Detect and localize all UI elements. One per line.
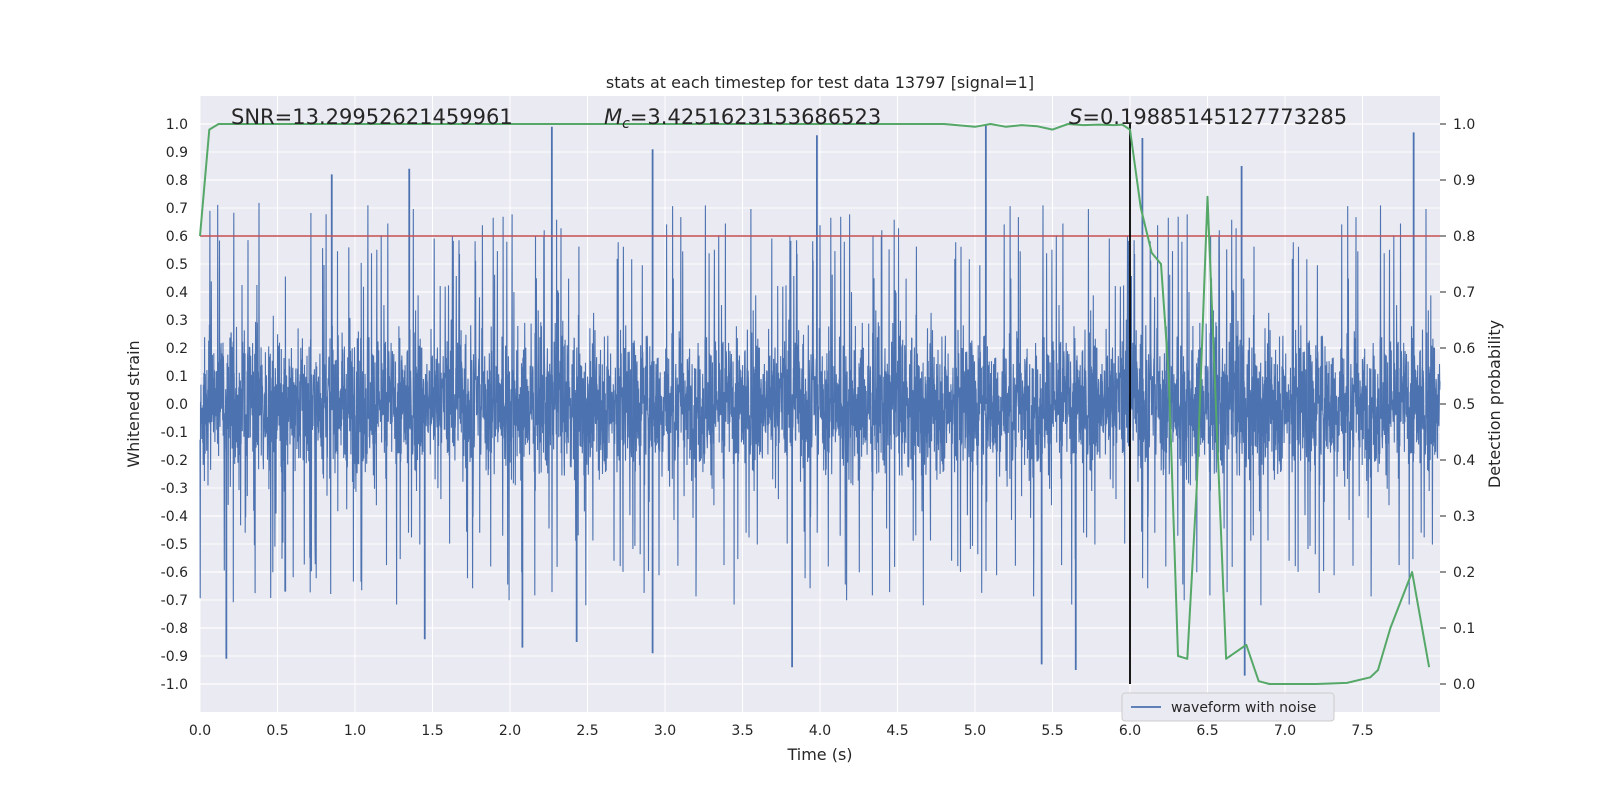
x-tick-label: 6.0 — [1119, 723, 1141, 739]
snr-annotation: SNR=13.29952621459961 — [231, 105, 513, 129]
mc-symbol: M — [604, 105, 622, 129]
legend: waveform with noise — [1121, 692, 1335, 722]
x-tick-label: 5.5 — [1041, 723, 1063, 739]
y-tick-label: -0.1 — [161, 425, 188, 441]
y-tick-label: -0.6 — [161, 565, 188, 581]
y-tick-label: -0.7 — [161, 593, 188, 609]
waveform-trace — [199, 202, 1441, 606]
y-tick-label: -0.5 — [161, 537, 188, 553]
x-tick-label: 3.5 — [731, 723, 753, 739]
x-tick-label: 5.0 — [964, 723, 986, 739]
x-tick-label: 7.5 — [1351, 723, 1373, 739]
x-tick-label: 2.0 — [499, 723, 521, 739]
y2-tick-label: 0.4 — [1453, 453, 1475, 469]
y2-tick-label: 0.7 — [1453, 285, 1475, 301]
y-tick-label: 0.4 — [166, 285, 188, 301]
y2-tick-label: 0.1 — [1453, 621, 1475, 637]
y-tick-label: -0.8 — [161, 621, 188, 637]
x-tick-label: 3.0 — [654, 723, 676, 739]
y2-tick-label: 0.0 — [1453, 677, 1475, 693]
y-tick-label: -1.0 — [161, 677, 188, 693]
y2-tick-label: 1.0 — [1453, 117, 1475, 133]
x-tick-label: 4.0 — [809, 723, 831, 739]
x-tick-label: 6.5 — [1196, 723, 1218, 739]
overlay — [199, 123, 1440, 685]
y2-axis-label: Detection probability — [1485, 320, 1504, 488]
s-value: =0.19885145127773285 — [1082, 105, 1347, 129]
y-tick-label: 0.6 — [166, 229, 188, 245]
probability-line — [199, 123, 1431, 685]
y-axis-label: Whitened strain — [124, 340, 143, 467]
y-tick-label: -0.9 — [161, 649, 188, 665]
y-tick-label: 0.1 — [166, 369, 188, 385]
s-symbol: S — [1069, 105, 1082, 129]
x-tick-label: 4.5 — [886, 723, 908, 739]
legend-box — [1121, 692, 1335, 722]
y-tick-label: 0.2 — [166, 341, 188, 357]
y-tick-label: -0.3 — [161, 481, 188, 497]
y2-tick-label: 0.9 — [1453, 173, 1475, 189]
y2-tick-label: 0.3 — [1453, 509, 1475, 525]
chart-title: stats at each timestep for test data 137… — [606, 73, 1034, 92]
y-tick-label: 0.7 — [166, 201, 188, 217]
x-tick-label: 0.0 — [189, 723, 211, 739]
y-tick-label: 0.0 — [166, 397, 188, 413]
y-tick-label: 0.9 — [166, 145, 188, 161]
x-tick-label: 1.5 — [421, 723, 443, 739]
x-axis-label: Time (s) — [786, 745, 852, 764]
x-tick-label: 1.0 — [344, 723, 366, 739]
y2-tick-label: 0.2 — [1453, 565, 1475, 581]
y-tick-label: 0.5 — [166, 257, 188, 273]
s-annotation: S=0.19885145127773285 — [1069, 105, 1347, 129]
x-tick-label: 7.0 — [1274, 723, 1296, 739]
strain-series — [199, 124, 1441, 676]
y-tick-label: -0.2 — [161, 453, 188, 469]
y-tick-label: 0.8 — [166, 173, 188, 189]
y2-tick-label: 0.8 — [1453, 229, 1475, 245]
mc-annotation: Mc=3.4251623153686523 — [604, 105, 881, 132]
y-tick-label: -0.4 — [161, 509, 188, 525]
legend-label: waveform with noise — [1171, 700, 1316, 716]
y-tick-label: 0.3 — [166, 313, 188, 329]
mc-subscript: c — [622, 116, 630, 132]
x-tick-label: 2.5 — [576, 723, 598, 739]
x-tick-label: 0.5 — [266, 723, 288, 739]
y2-tick-label: 0.5 — [1453, 397, 1475, 413]
ticks: 0.0 0.5 1.0 1.5 2.0 2.5 3.0 3.5 4.0 4.5 5.0 5.5 6.0 6… — [161, 117, 1476, 739]
y2-tick-label: 0.6 — [1453, 341, 1475, 357]
y-tick-label: 1.0 — [166, 117, 188, 133]
mc-value: =3.4251623153686523 — [630, 105, 881, 129]
